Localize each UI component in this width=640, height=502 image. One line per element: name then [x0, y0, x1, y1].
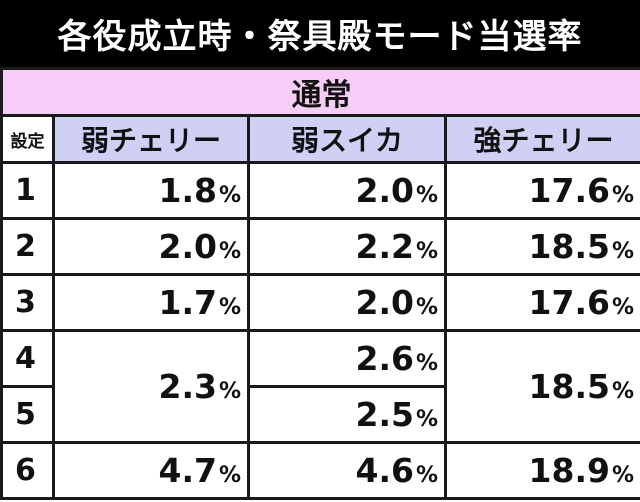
table-row: 5 2.5%	[0, 385, 640, 444]
weak-cherry-value: 2.3%	[52, 329, 250, 444]
percent-unit: %	[415, 239, 438, 264]
percent-unit: %	[611, 463, 634, 488]
setting-number: 6	[0, 441, 55, 500]
percent-unit: %	[218, 463, 241, 488]
strong-cherry-value: 17.6%	[444, 161, 640, 220]
table-row: 6 4.7% 4.6% 18.9%	[0, 441, 640, 500]
weak-watermelon-value: 2.5%	[247, 385, 447, 444]
strong-cherry-value: 17.6%	[444, 273, 640, 332]
percent-unit: %	[415, 463, 438, 488]
table-row: 2 2.0% 2.2% 18.5%	[0, 217, 640, 276]
strong-cherry-value: 18.9%	[444, 441, 640, 500]
weak-cherry-value: 1.8%	[52, 161, 250, 220]
setting-number: 1	[0, 161, 55, 220]
weak-cherry-value: 4.7%	[52, 441, 250, 500]
column-header-setting: 設定	[0, 114, 55, 164]
percent-unit: %	[218, 239, 241, 264]
column-header-weak-watermelon: 弱スイカ	[247, 114, 447, 164]
percent-unit: %	[415, 295, 438, 320]
weak-watermelon-value: 2.2%	[247, 217, 447, 276]
weak-cherry-value: 1.7%	[52, 273, 250, 332]
weak-watermelon-value: 4.6%	[247, 441, 447, 500]
strong-cherry-value: 18.5%	[444, 329, 640, 444]
strong-cherry-value: 18.5%	[444, 217, 640, 276]
setting-number: 3	[0, 273, 55, 332]
percent-unit: %	[611, 379, 634, 404]
percent-unit: %	[611, 183, 634, 208]
percent-unit: %	[415, 407, 438, 432]
percent-unit: %	[218, 183, 241, 208]
weak-cherry-value: 2.0%	[52, 217, 250, 276]
column-header-weak-cherry: 弱チェリー	[52, 114, 250, 164]
table-row: 1 1.8% 2.0% 17.6%	[0, 161, 640, 220]
weak-watermelon-value: 2.0%	[247, 161, 447, 220]
percent-unit: %	[218, 379, 241, 404]
probability-table: 通常 設定 弱チェリー 弱スイカ 強チェリー 1 1.8% 2.0% 17.6%…	[0, 67, 640, 500]
setting-number: 4	[0, 329, 55, 388]
mode-header: 通常	[0, 67, 640, 117]
page-title: 各役成立時・祭具殿モード当選率	[0, 0, 640, 67]
column-header-strong-cherry: 強チェリー	[444, 114, 640, 164]
table-row: 3 1.7% 2.0% 17.6%	[0, 273, 640, 332]
percent-unit: %	[611, 295, 634, 320]
weak-watermelon-value: 2.6%	[247, 329, 447, 388]
setting-number: 2	[0, 217, 55, 276]
percent-unit: %	[415, 183, 438, 208]
percent-unit: %	[611, 239, 634, 264]
setting-number: 5	[0, 385, 55, 444]
table-row: 4 2.3% 2.6% 18.5%	[0, 329, 640, 444]
weak-watermelon-value: 2.0%	[247, 273, 447, 332]
percent-unit: %	[218, 295, 241, 320]
percent-unit: %	[415, 351, 438, 376]
